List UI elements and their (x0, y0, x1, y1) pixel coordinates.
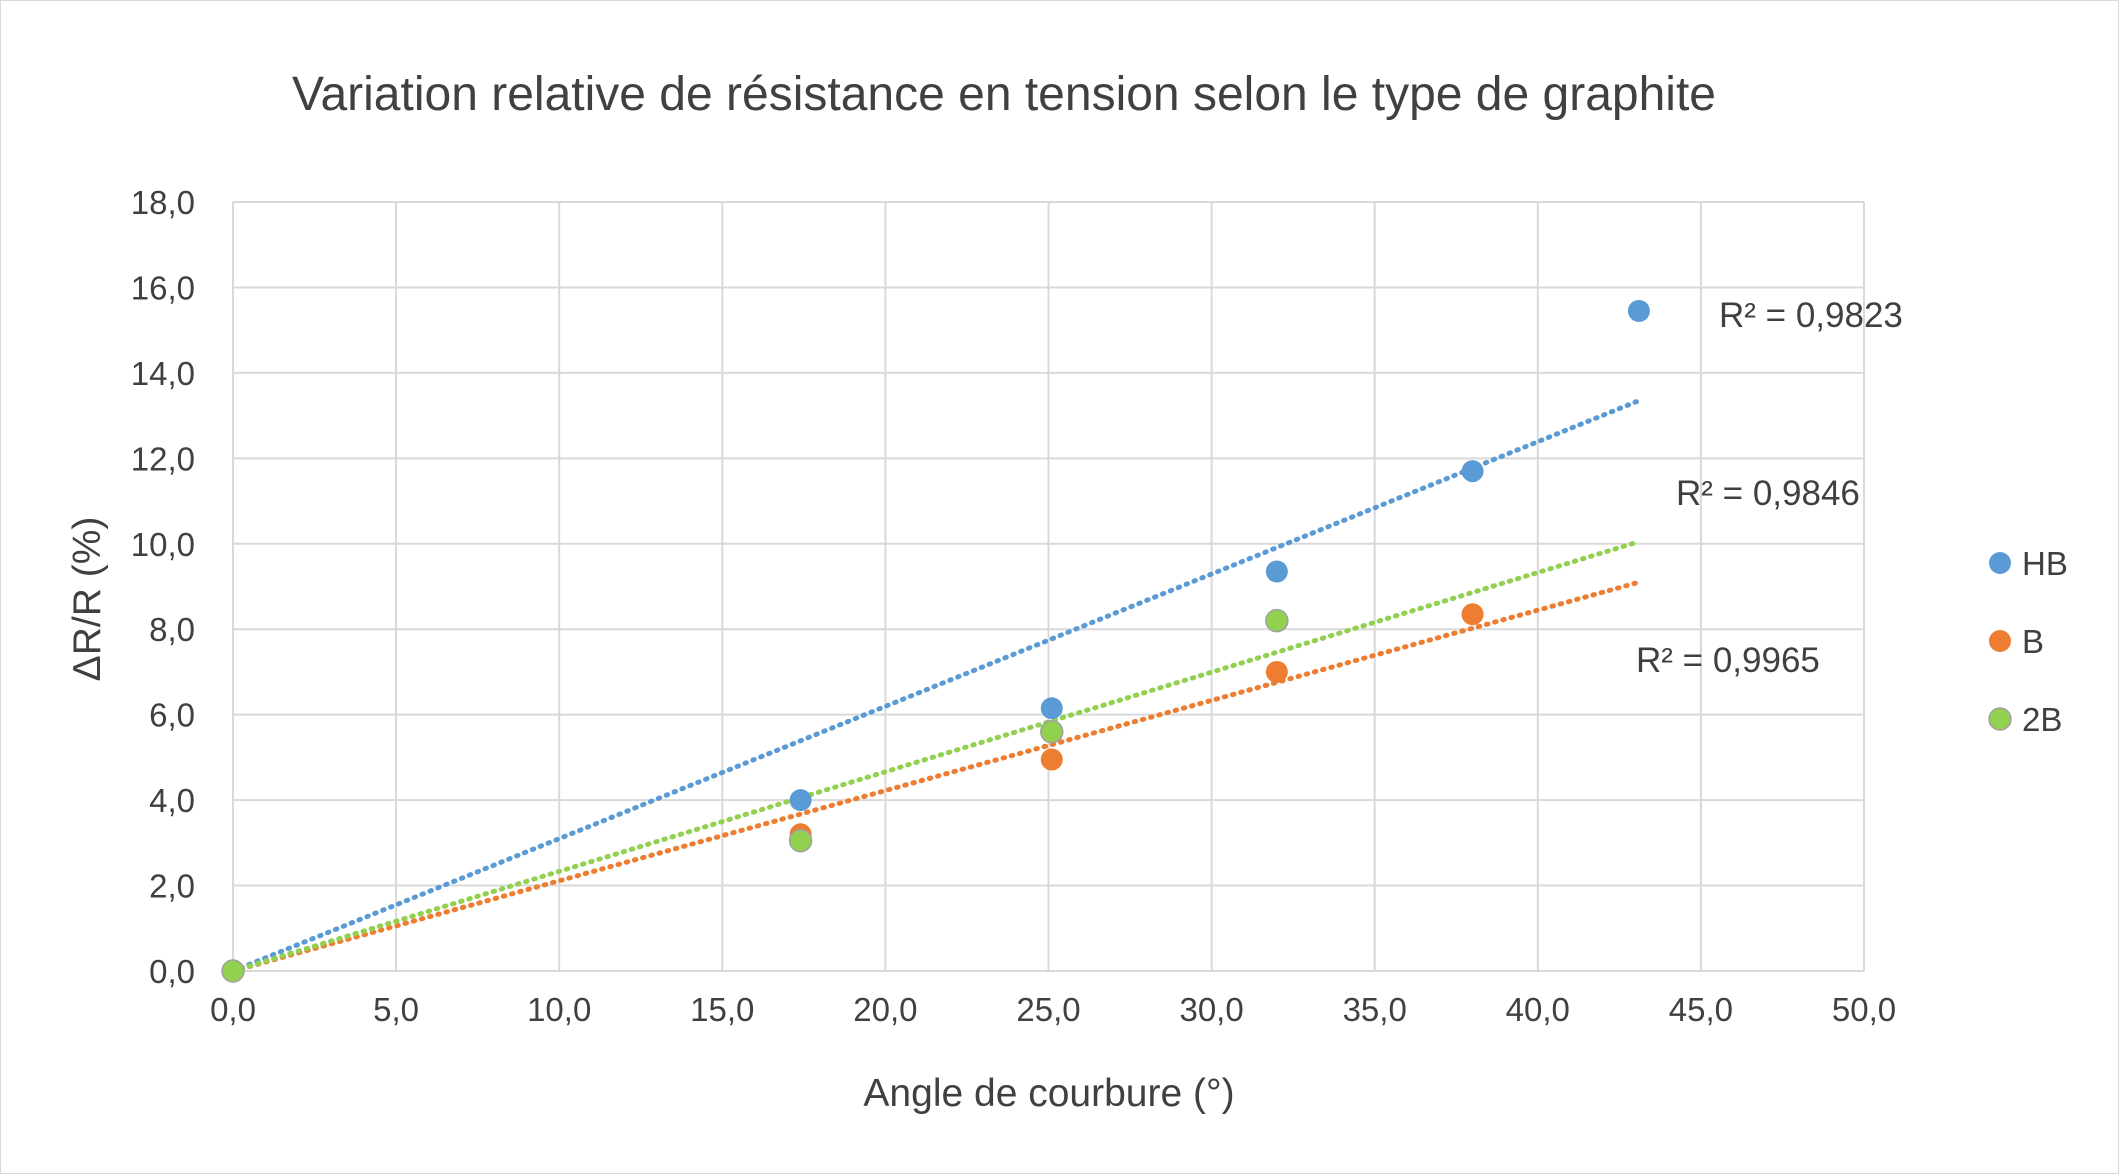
gridlines (232, 201, 1865, 972)
data-point-2b (1265, 608, 1289, 633)
data-point-2b (788, 828, 813, 853)
y-tick-label: 8,0 (149, 611, 195, 648)
y-tick-label: 12,0 (131, 440, 195, 477)
data-point-hb (789, 789, 812, 812)
legend-label-2b: 2B (2022, 701, 2062, 738)
r-squared-labels: R² = 0,9823 R² = 0,9965 R² = 0,9846 (1636, 296, 1903, 680)
legend-marker-2b (1988, 707, 2012, 731)
x-tick-label: 15,0 (690, 991, 754, 1028)
x-tick-label: 10,0 (527, 991, 591, 1028)
trendline-hb (230, 398, 1642, 974)
x-tick-label: 0,0 (210, 991, 256, 1028)
x-tick-label: 40,0 (1506, 991, 1570, 1028)
chart-title: Variation relative de résistance en tens… (292, 68, 1716, 121)
legend: HB B 2B (1988, 545, 2068, 738)
trendline-2b (230, 539, 1642, 974)
legend-marker-hb (1989, 552, 2011, 574)
y-axis-title: ΔR/R (%) (66, 517, 109, 682)
y-tick-label: 4,0 (149, 782, 195, 819)
r-squared-label-2b: R² = 0,9846 (1676, 474, 1860, 513)
x-axis-ticks: 0,0 5,0 10,0 15,0 20,0 25,0 30,0 35,0 40,0 45,0 50… (210, 991, 1896, 1028)
y-tick-label: 10,0 (131, 526, 195, 563)
data-point-hb (1265, 560, 1288, 583)
x-tick-label: 50,0 (1832, 991, 1896, 1028)
data-point-b (1040, 748, 1063, 771)
legend-marker-b (1989, 630, 2011, 652)
x-tick-label: 45,0 (1669, 991, 1733, 1028)
x-axis-title: Angle de courbure (°) (863, 1072, 1234, 1115)
y-tick-label: 16,0 (131, 269, 195, 306)
data-point-hb (1040, 697, 1063, 720)
data-point-2b (1040, 720, 1064, 744)
trendline-b (230, 579, 1642, 974)
data-point-b (1265, 660, 1288, 683)
r-squared-label-hb: R² = 0,9823 (1719, 296, 1903, 335)
x-tick-label: 25,0 (1016, 991, 1080, 1028)
x-tick-label: 20,0 (853, 991, 917, 1028)
y-axis-ticks: 0,0 2,0 4,0 6,0 8,0 10,0 12,0 14,0 16,0 18,0 (131, 184, 195, 990)
legend-label-hb: HB (2022, 545, 2068, 582)
y-tick-label: 14,0 (131, 355, 195, 392)
x-tick-label: 5,0 (373, 991, 419, 1028)
y-tick-label: 0,0 (149, 953, 195, 990)
trendlines (230, 398, 1642, 974)
x-tick-label: 35,0 (1343, 991, 1407, 1028)
legend-label-b: B (2022, 623, 2044, 660)
r-squared-label-b: R² = 0,9965 (1636, 641, 1820, 680)
y-tick-label: 2,0 (149, 868, 195, 905)
x-tick-label: 30,0 (1179, 991, 1243, 1028)
y-tick-label: 6,0 (149, 697, 195, 734)
data-point-hb (1627, 299, 1650, 322)
data-point-hb (1461, 460, 1484, 483)
data-point-b (1461, 603, 1484, 626)
data-point-2b (221, 959, 245, 983)
y-tick-label: 18,0 (131, 184, 195, 221)
data-points (221, 299, 1650, 983)
